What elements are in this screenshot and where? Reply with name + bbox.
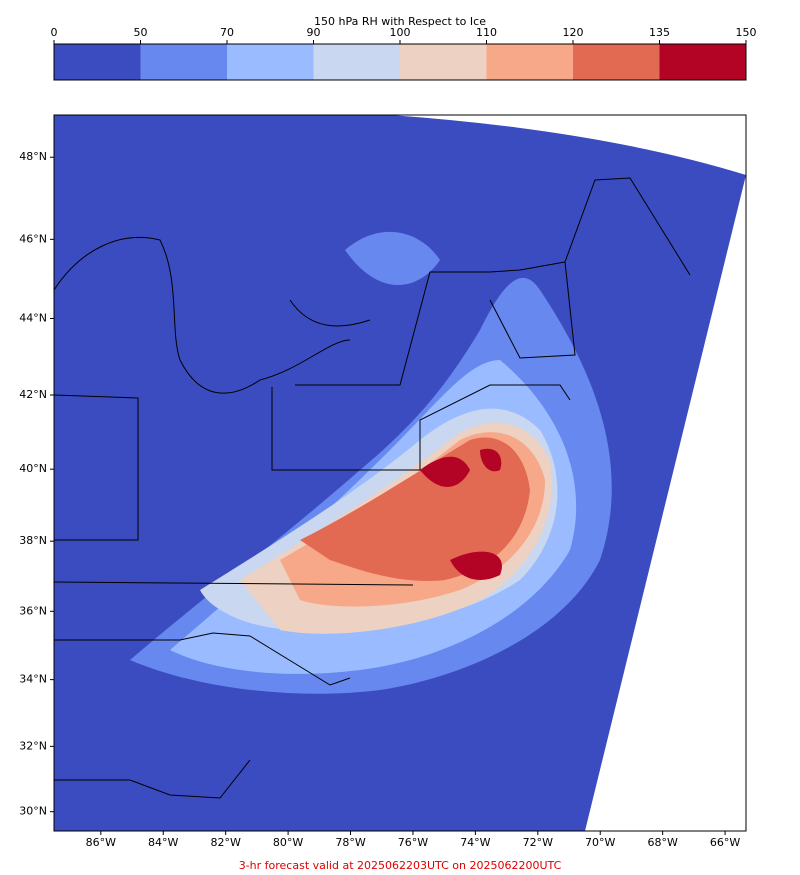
map-axes: 86°W 84°W 82°W 80°W 78°W 76°W 74°W 72°W 70°W 68°W… xyxy=(19,150,740,849)
footer: 3-hr forecast valid at 2025062203UTC on … xyxy=(239,859,562,872)
map-field xyxy=(54,115,746,831)
colorbar: 0 50 70 90 100 110 120 135 150 xyxy=(51,26,757,81)
y-tick-label: 46°N xyxy=(19,232,47,245)
x-tick-label: 66°W xyxy=(710,836,740,849)
field-contour xyxy=(420,448,502,580)
x-tick-label: 74°W xyxy=(460,836,490,849)
colorbar-tick-label: 100 xyxy=(390,26,411,39)
field-contour xyxy=(300,437,530,581)
domain-edge xyxy=(390,115,746,175)
x-tick-label: 80°W xyxy=(273,836,303,849)
x-tick-label: 78°W xyxy=(335,836,365,849)
boundaries xyxy=(54,177,691,799)
x-tick-label: 84°W xyxy=(148,836,178,849)
y-tick-label: 48°N xyxy=(19,150,47,163)
colorbar-segment xyxy=(54,44,141,80)
colorbar-segment xyxy=(573,44,660,80)
domain-edge xyxy=(390,115,746,831)
colorbar-tick-label: 120 xyxy=(563,26,584,39)
y-tick-label: 32°N xyxy=(19,739,47,752)
colorbar-title: 150 hPa RH with Respect to Ice xyxy=(314,15,486,28)
y-tick-label: 42°N xyxy=(19,388,47,401)
colorbar-tick-label: 135 xyxy=(649,26,670,39)
field-contour xyxy=(345,231,440,285)
colorbar-segment xyxy=(486,44,574,80)
y-tick-label: 44°N xyxy=(19,311,47,324)
y-tick-label: 36°N xyxy=(19,604,47,617)
x-tick-label: 82°W xyxy=(210,836,240,849)
colorbar-segment xyxy=(140,44,228,80)
x-tick-label: 68°W xyxy=(647,836,677,849)
y-tick-label: 30°N xyxy=(19,805,47,818)
y-tick-label: 38°N xyxy=(19,534,47,547)
colorbar-segment xyxy=(659,44,747,80)
colorbar-segment xyxy=(313,44,401,80)
map-frame xyxy=(53,114,747,832)
x-tick-label: 86°W xyxy=(86,836,116,849)
x-tick-label: 72°W xyxy=(523,836,553,849)
y-tick-label: 40°N xyxy=(19,462,47,475)
colorbar-tick-label: 110 xyxy=(476,26,497,39)
colorbar-tick-label: 0 xyxy=(51,26,58,39)
x-tick-label: 76°W xyxy=(398,836,428,849)
colorbar-tick-label: 150 xyxy=(736,26,757,39)
x-tick-label: 70°W xyxy=(585,836,615,849)
colorbar-tick-label: 50 xyxy=(134,26,148,39)
colorbar-segment xyxy=(227,44,314,80)
colorbar-tick-label: 70 xyxy=(220,26,234,39)
y-tick-label: 34°N xyxy=(19,673,47,686)
colorbar-segment xyxy=(400,44,487,80)
colorbar-tick-label: 90 xyxy=(307,26,321,39)
